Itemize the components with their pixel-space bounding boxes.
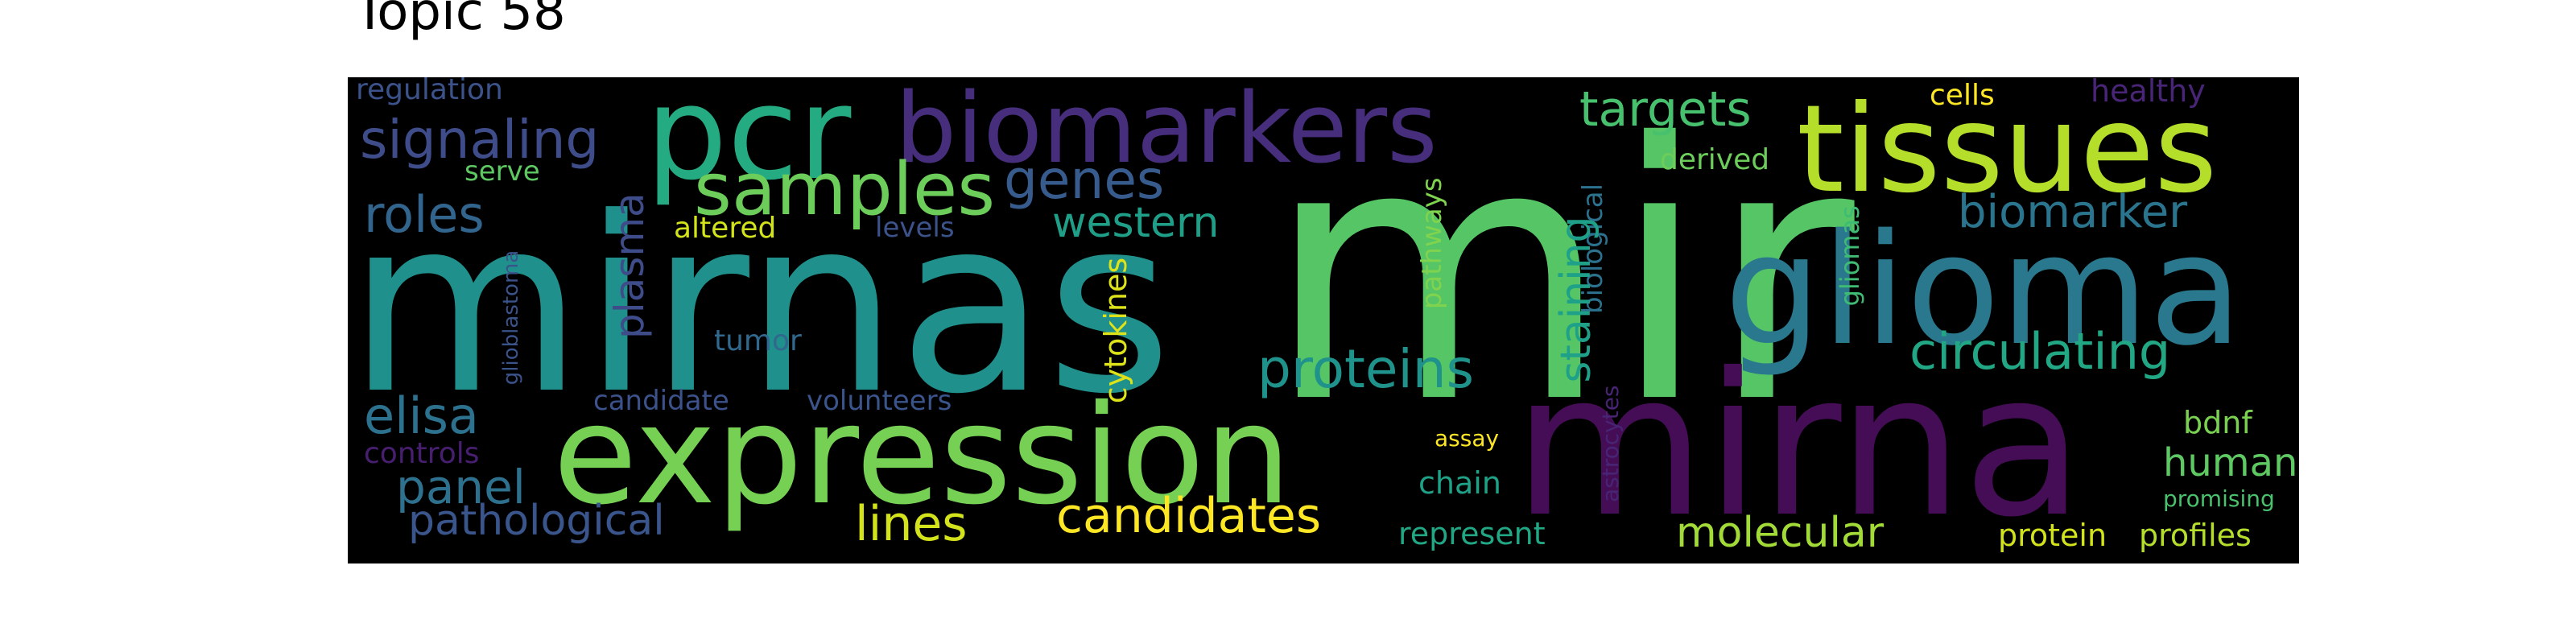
word-assay: assay	[1435, 425, 1500, 452]
word-volunteers: volunteers	[807, 385, 952, 417]
word-mirna: mirna	[1513, 331, 2084, 560]
word-controls: controls	[364, 437, 480, 470]
word-cloud: mir mirnas mirna glioma expression tissues pcr…	[348, 77, 2299, 564]
word-tissues: tissues	[1797, 80, 2218, 220]
word-glioma: glioma	[1724, 201, 2243, 379]
word-represent: represent	[1398, 516, 1546, 551]
word-glioblastoma: glioblastoma	[499, 250, 523, 386]
word-mirnas: mirnas	[348, 166, 1172, 447]
word-gliomas: gliomas	[1835, 205, 1865, 307]
word-pcr: pcr	[646, 77, 852, 208]
word-candidate: candidate	[593, 385, 729, 417]
word-lines: lines	[855, 496, 968, 552]
word-regulation: regulation	[356, 77, 503, 106]
word-targets: targets	[1579, 81, 1752, 138]
word-genes: genes	[1004, 149, 1165, 211]
word-tumor: tumor	[714, 324, 802, 357]
word-expression: expression	[553, 376, 1291, 535]
word-biomarkers: biomarkers	[895, 77, 1438, 185]
word-cells: cells	[1930, 79, 1995, 112]
word-pathways: pathways	[1416, 177, 1448, 310]
word-levels: levels	[875, 212, 955, 244]
word-panel: panel	[396, 460, 526, 514]
word-cytokines: cytokines	[1098, 257, 1133, 404]
word-candidates: candidates	[1056, 488, 1322, 544]
word-serve: serve	[464, 155, 540, 188]
word-signaling: signaling	[360, 109, 600, 171]
word-pathological: pathological	[408, 497, 665, 545]
word-altered: altered	[674, 212, 777, 245]
word-bdnf: bdnf	[2183, 405, 2252, 440]
word-healthy: healthy	[2091, 77, 2206, 109]
word-profiles: profiles	[2139, 518, 2252, 553]
word-staining: staining	[1552, 216, 1600, 383]
word-astrocytes: astrocytes	[1597, 385, 1624, 502]
word-circulating: circulating	[1909, 322, 2171, 381]
word-mir: mir	[1265, 77, 1855, 481]
word-plasma: plasma	[606, 192, 653, 339]
word-elisa: elisa	[364, 386, 479, 445]
word-human: human	[2163, 440, 2298, 485]
word-roles: roles	[364, 185, 485, 244]
word-molecular: molecular	[1676, 509, 1885, 557]
word-derived: derived	[1660, 143, 1770, 176]
word-samples: samples	[694, 147, 996, 232]
word-promising: promising	[2163, 485, 2275, 512]
chart-title: Topic 58	[354, 0, 566, 42]
word-protein: protein	[1998, 518, 2107, 553]
word-chain: chain	[1418, 465, 1501, 501]
word-biomarker: biomarker	[1958, 186, 2188, 238]
word-western: western	[1052, 199, 1220, 247]
word-proteins: proteins	[1257, 338, 1474, 400]
